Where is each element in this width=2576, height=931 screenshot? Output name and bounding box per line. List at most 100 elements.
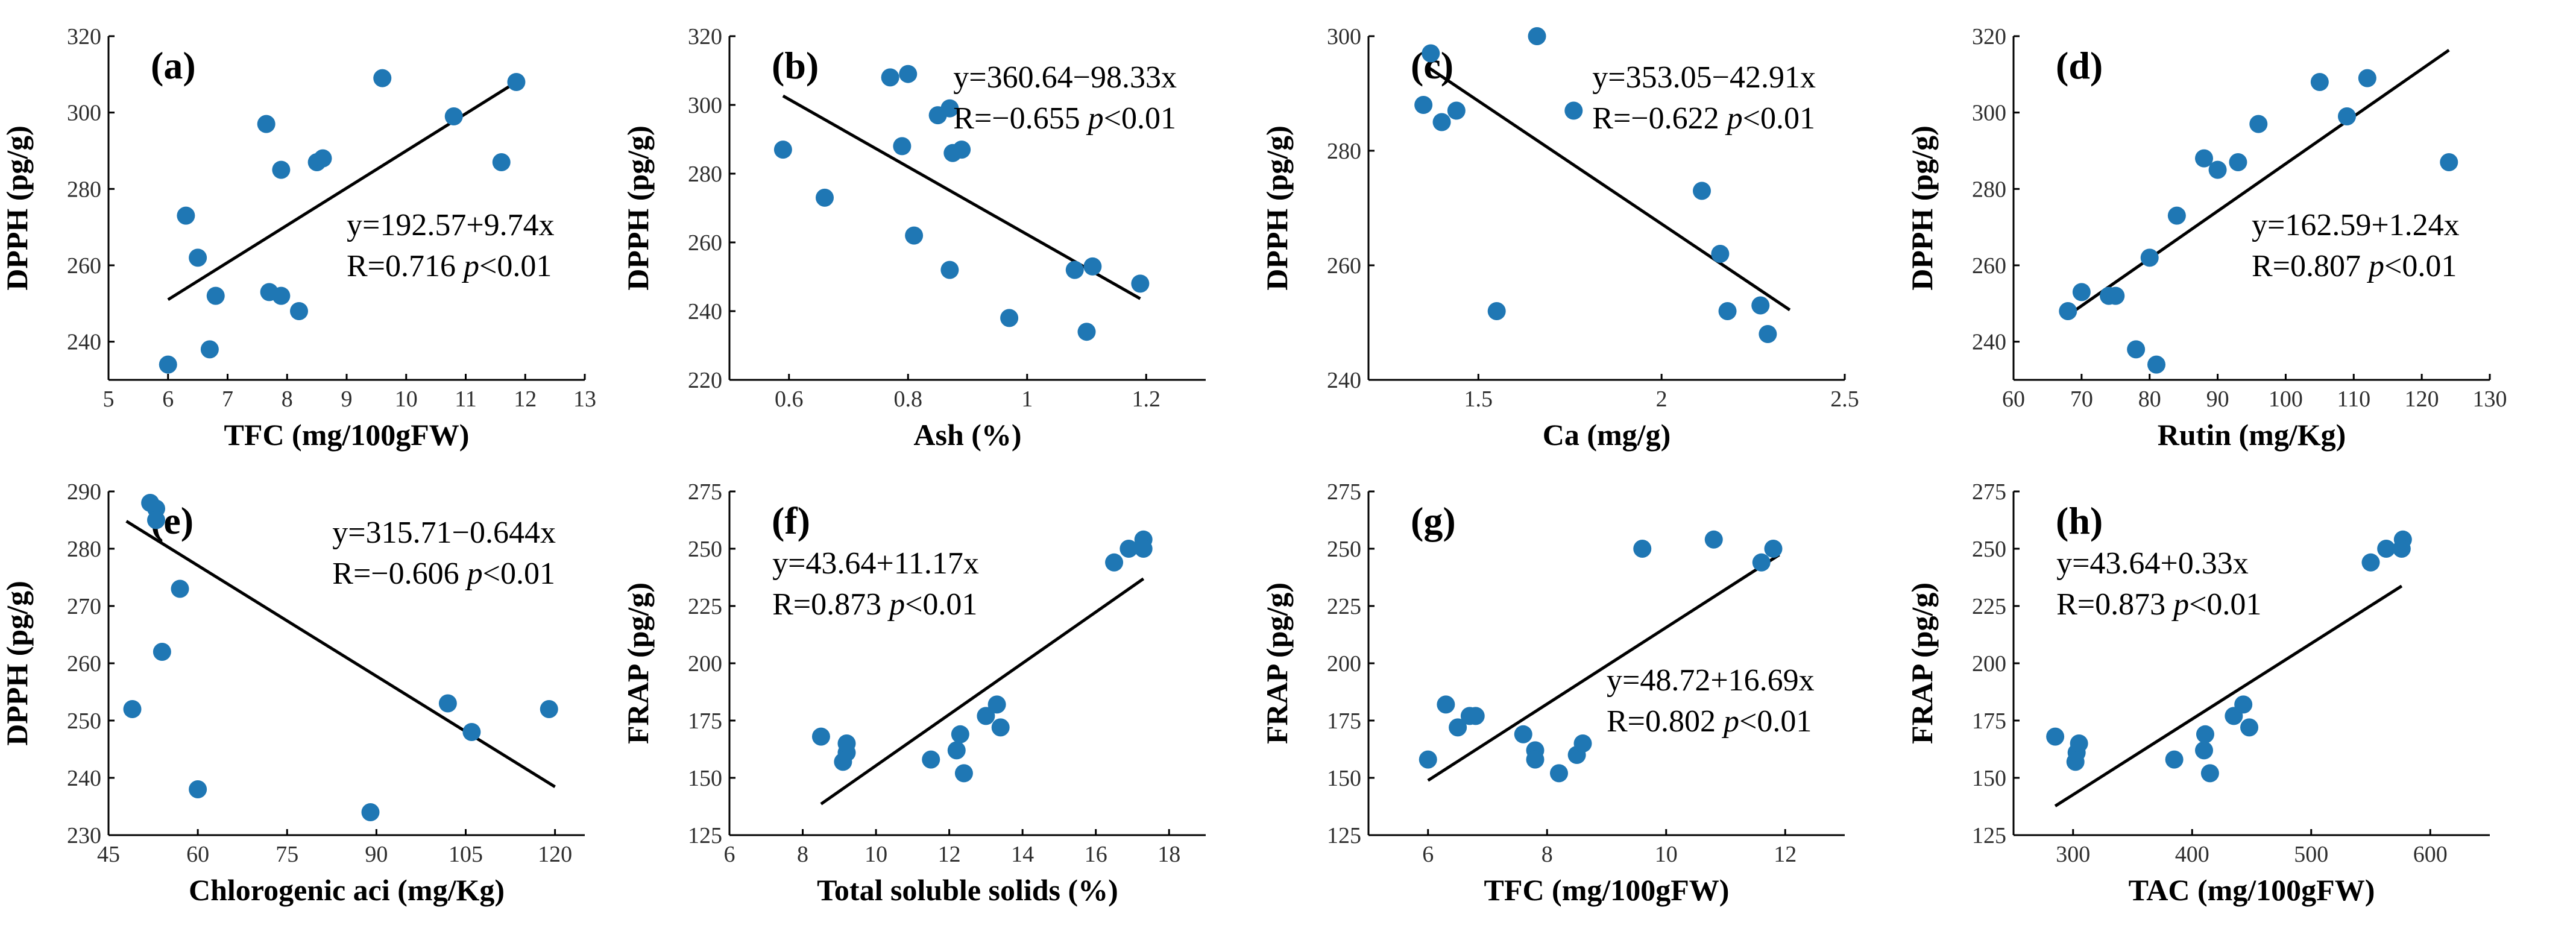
data-point [540, 700, 558, 718]
y-tick-label: 240 [67, 766, 101, 791]
scatter-panel: 6 8 10 12 14 16 18 125 150 175 200 225 250 275 Total s… [621, 479, 1206, 907]
y-tick-label: 290 [67, 479, 101, 505]
y-tick-label: 225 [1327, 594, 1361, 619]
correlation-text: R=−0.606 p<0.01 [332, 557, 555, 591]
x-tick-label: 0.6 [775, 387, 804, 412]
y-tick-label: 175 [1972, 709, 2006, 734]
correlation-text: R=−0.655 p<0.01 [953, 101, 1176, 136]
data-point [1000, 309, 1019, 327]
panel-label: (f) [772, 499, 810, 542]
data-point [1437, 695, 1455, 714]
data-point [1633, 540, 1652, 558]
r-value: R=−0.622 [1592, 101, 1727, 136]
y-axis-title: FRAP (pg/g) [621, 582, 655, 744]
data-point [313, 149, 332, 168]
p-value: <0.01 [483, 557, 555, 591]
y-tick-label: 320 [67, 24, 101, 49]
x-tick-label: 10 [395, 387, 418, 412]
data-point [272, 160, 291, 179]
regression-equation: y=353.05−42.91x [1592, 60, 1816, 95]
data-point [2358, 69, 2376, 87]
y-axis-title: DPPH (pg/g) [1260, 125, 1294, 291]
data-point [1065, 260, 1084, 279]
data-point [1764, 540, 1783, 558]
y-tick-label: 240 [1327, 368, 1361, 393]
regression-line [125, 520, 556, 789]
regression-line [1427, 554, 1780, 782]
data-point [2361, 553, 2380, 572]
x-tick-label: 6 [724, 842, 735, 867]
data-point [1759, 325, 1777, 343]
x-tick-label: 6 [162, 387, 174, 412]
y-tick-label: 240 [67, 330, 101, 355]
data-point [1432, 113, 1451, 131]
x-axis-title: Ca (mg/g) [1543, 418, 1671, 452]
data-point [2147, 355, 2165, 374]
y-tick-label: 150 [1327, 766, 1361, 791]
y-tick-label: 280 [688, 162, 722, 187]
data-point [2059, 302, 2077, 320]
data-point [1487, 302, 1506, 320]
data-point [200, 340, 219, 359]
regression-line [1426, 65, 1791, 312]
y-axis-title: DPPH (pg/g) [621, 125, 655, 291]
data-point [899, 65, 918, 83]
x-tick-label: 120 [2405, 387, 2439, 412]
x-tick-label: 12 [938, 842, 961, 867]
data-point [1528, 27, 1546, 45]
y-tick-label: 240 [1972, 330, 2006, 355]
p-symbol: p [465, 557, 483, 591]
data-point [147, 511, 165, 529]
data-point [159, 355, 177, 374]
y-tick-label: 260 [1972, 253, 2006, 279]
data-point [1120, 540, 1138, 558]
x-tick-label: 12 [1774, 842, 1797, 867]
x-tick-label: 11 [455, 387, 477, 412]
y-tick-label: 280 [1972, 177, 2006, 202]
data-point [953, 140, 971, 159]
y-tick-label: 230 [67, 823, 101, 848]
scatter-panel: 60 70 80 90 100 110 120 130 240 260 280 300 320 Rutin… [1905, 24, 2507, 452]
x-tick-label: 8 [282, 387, 293, 412]
correlation-text: R=0.873 p<0.01 [2056, 587, 2261, 622]
data-point [2240, 718, 2259, 737]
r-value: R=0.716 [347, 249, 464, 283]
data-point [189, 248, 207, 267]
p-symbol: p [1725, 101, 1743, 136]
y-tick-label: 240 [688, 299, 722, 324]
panel-label: (d) [2056, 44, 2103, 87]
correlation-text: R=0.802 p<0.01 [1607, 704, 1812, 739]
x-tick-label: 60 [186, 842, 209, 867]
x-tick-label: 45 [97, 842, 120, 867]
y-axis-title: FRAP (pg/g) [1905, 582, 1939, 744]
y-tick-label: 320 [688, 24, 722, 49]
data-point [462, 723, 481, 741]
p-value: <0.01 [479, 249, 552, 283]
data-point [1422, 44, 1440, 63]
y-tick-label: 320 [1972, 24, 2006, 49]
data-point [1514, 725, 1532, 743]
y-tick-label: 200 [688, 651, 722, 677]
y-tick-label: 280 [67, 537, 101, 562]
x-tick-label: 70 [2070, 387, 2093, 412]
y-tick-label: 250 [1327, 537, 1361, 562]
y-axis-title: DPPH (pg/g) [0, 125, 34, 291]
data-point [2234, 695, 2253, 714]
data-point [1718, 302, 1737, 320]
correlation-text: R=0.807 p<0.01 [2252, 249, 2457, 283]
data-point [2377, 540, 2396, 558]
y-tick-label: 175 [1327, 709, 1361, 734]
correlation-text: R=0.716 p<0.01 [347, 249, 552, 283]
data-point [991, 718, 1010, 737]
p-value: <0.01 [2384, 249, 2457, 283]
x-tick-label: 10 [1655, 842, 1678, 867]
x-tick-label: 18 [1157, 842, 1180, 867]
data-point [2072, 283, 2091, 301]
x-axis-title: Chlorogenic aci (mg/Kg) [189, 873, 505, 907]
data-point [2106, 286, 2125, 305]
data-point [1131, 274, 1150, 293]
data-point [373, 69, 392, 87]
data-point [954, 764, 973, 783]
data-point [940, 99, 959, 118]
p-symbol: p [2171, 587, 2189, 622]
